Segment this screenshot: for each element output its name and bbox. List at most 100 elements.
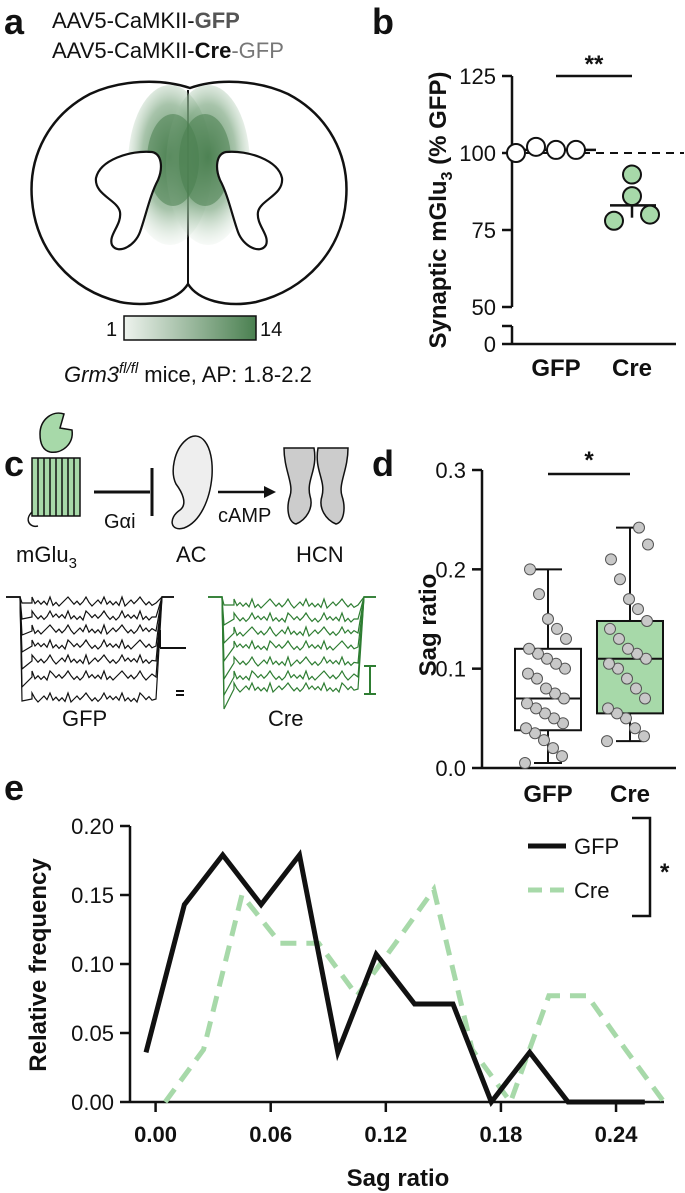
point-b-cre <box>604 210 624 231</box>
enzyme-label: AC <box>176 542 207 567</box>
point-d-GFP <box>532 647 544 660</box>
point-b-cre <box>622 186 642 207</box>
panel-e-ylabel: Relative frequency <box>25 858 52 1072</box>
voltage-trace <box>208 596 376 682</box>
category-b-GFP: GFP <box>531 355 580 382</box>
point-d-GFP <box>559 662 571 675</box>
point-d-GFP <box>529 727 541 740</box>
point-d-GFP <box>550 657 562 670</box>
voltage-trace <box>208 596 376 627</box>
point-d-Cre <box>603 657 615 670</box>
legend-significance: * <box>660 859 670 886</box>
g-protein-label: Gαi <box>104 511 136 533</box>
voltage-trace <box>6 595 174 608</box>
point-d-GFP <box>524 563 536 576</box>
vector-line-1: AAV5-CaMKII-GFP <box>52 8 240 33</box>
ticklabel-e-x: 0.24 <box>595 1122 639 1147</box>
point-d-GFP <box>556 750 568 763</box>
ticklabel-b-100: 100 <box>459 141 496 166</box>
colorbar-max: 14 <box>260 319 282 341</box>
legend-gfp-label: GFP <box>574 834 619 859</box>
ticklabel-d: 0.2 <box>435 557 466 582</box>
point-d-GFP <box>522 667 534 680</box>
panel-e-label: e <box>4 767 24 808</box>
adenylyl-cyclase-icon <box>171 435 213 530</box>
panel-a-label: a <box>4 1 25 42</box>
ticklabel-e-y: 0.00 <box>71 1090 114 1115</box>
point-d-Cre <box>622 642 634 655</box>
point-d-Cre <box>614 573 626 586</box>
point-d-GFP <box>540 682 552 695</box>
ticklabel-e-x: 0.00 <box>134 1122 177 1147</box>
point-d-GFP <box>548 712 560 725</box>
trace-gfp-label: GFP <box>62 706 107 731</box>
ticklabel-e-x: 0.06 <box>249 1122 292 1147</box>
point-d-Cre <box>604 622 616 635</box>
significance-b: ** <box>585 51 604 78</box>
point-d-GFP <box>538 734 550 747</box>
ticklabel-e-y: 0.10 <box>71 952 114 977</box>
panel-a: a AAV5-CaMKII-GFP AAV5-CaMKII-Cre-GFP 1 … <box>4 1 348 387</box>
point-d-Cre <box>621 672 633 685</box>
voltage-trace <box>208 596 376 663</box>
ticklabel-e-y: 0.15 <box>71 883 114 908</box>
ticklabel-e-y: 0.20 <box>71 814 114 839</box>
point-d-GFP <box>551 622 563 635</box>
ticklabel-b-0: 0 <box>484 332 496 357</box>
point-d-Cre <box>641 614 653 627</box>
significance-d: * <box>584 447 594 474</box>
panel-b: b Synaptic mGlu3 (% GFP) 0 50 75 100 125 GFP C… <box>372 1 684 382</box>
point-d-Cre <box>602 702 614 715</box>
ticklabel-d: 0.0 <box>435 756 466 781</box>
point-d-Cre <box>630 682 642 695</box>
category-d-GFP: GFP <box>523 781 572 808</box>
voltage-trace <box>6 596 174 654</box>
point-d-GFP <box>539 707 551 720</box>
point-d-Cre <box>605 553 617 566</box>
point-d-Cre <box>638 730 650 743</box>
point-d-GFP <box>520 722 532 735</box>
receptor-label: mGlu3 <box>16 542 77 572</box>
category-b-Cre: Cre <box>612 355 652 382</box>
point-d-GFP <box>519 757 531 770</box>
ticklabel-e-x: 0.12 <box>364 1122 407 1147</box>
ticklabel-e-x: 0.18 <box>480 1122 523 1147</box>
messenger-label: cAMP <box>218 505 271 527</box>
panel-d: d Sag ratio 0.0 0.1 0.2 0.3 GFP Cre * <box>372 443 676 808</box>
line-e-gfp <box>143 849 645 1108</box>
point-b-gfp <box>526 136 546 157</box>
point-d-Cre <box>639 692 651 705</box>
point-d-Cre <box>640 652 652 665</box>
colorbar: 1 14 <box>106 315 282 341</box>
panel-e: e Relative frequency Sag ratio 0.000.050… <box>4 767 670 1192</box>
point-d-GFP <box>523 642 535 655</box>
panel-b-ylabel: Synaptic mGlu3 (% GFP) <box>425 72 456 349</box>
point-d-Cre <box>620 712 632 725</box>
brain-section-diagram <box>30 80 348 306</box>
legend-cre-label: Cre <box>574 878 609 903</box>
legend-e: GFP Cre * <box>528 816 670 918</box>
chart-d: 0.0 0.1 0.2 0.3 GFP Cre * <box>435 447 676 808</box>
point-b-gfp <box>566 139 586 160</box>
voltage-trace <box>6 596 174 671</box>
panel-c-label: c <box>4 443 24 484</box>
panel-d-label: d <box>372 443 394 484</box>
panel-d-ylabel: Sag ratio <box>415 574 442 677</box>
ticklabel-b-125: 125 <box>459 64 496 89</box>
legend-significance-bracket <box>632 816 652 918</box>
point-d-GFP <box>560 632 572 645</box>
point-d-GFP <box>542 613 554 625</box>
voltage-trace <box>6 596 174 622</box>
hcn-channel-icon <box>283 447 349 525</box>
voltage-trace <box>6 596 174 704</box>
point-d-Cre <box>629 722 641 735</box>
gfp-voltage-traces <box>6 595 174 704</box>
vector-line-2: AAV5-CaMKII-Cre-GFP <box>52 38 284 63</box>
category-d-Cre: Cre <box>610 781 650 808</box>
point-b-cre <box>640 204 660 225</box>
point-d-GFP <box>558 692 570 705</box>
chart-e: 0.00 0.05 0.10 0.15 0.20 0.00 0.06 0.12 0.18 0.24 <box>71 814 667 1147</box>
channel-label: HCN <box>296 542 344 567</box>
point-d-GFP <box>533 588 545 601</box>
